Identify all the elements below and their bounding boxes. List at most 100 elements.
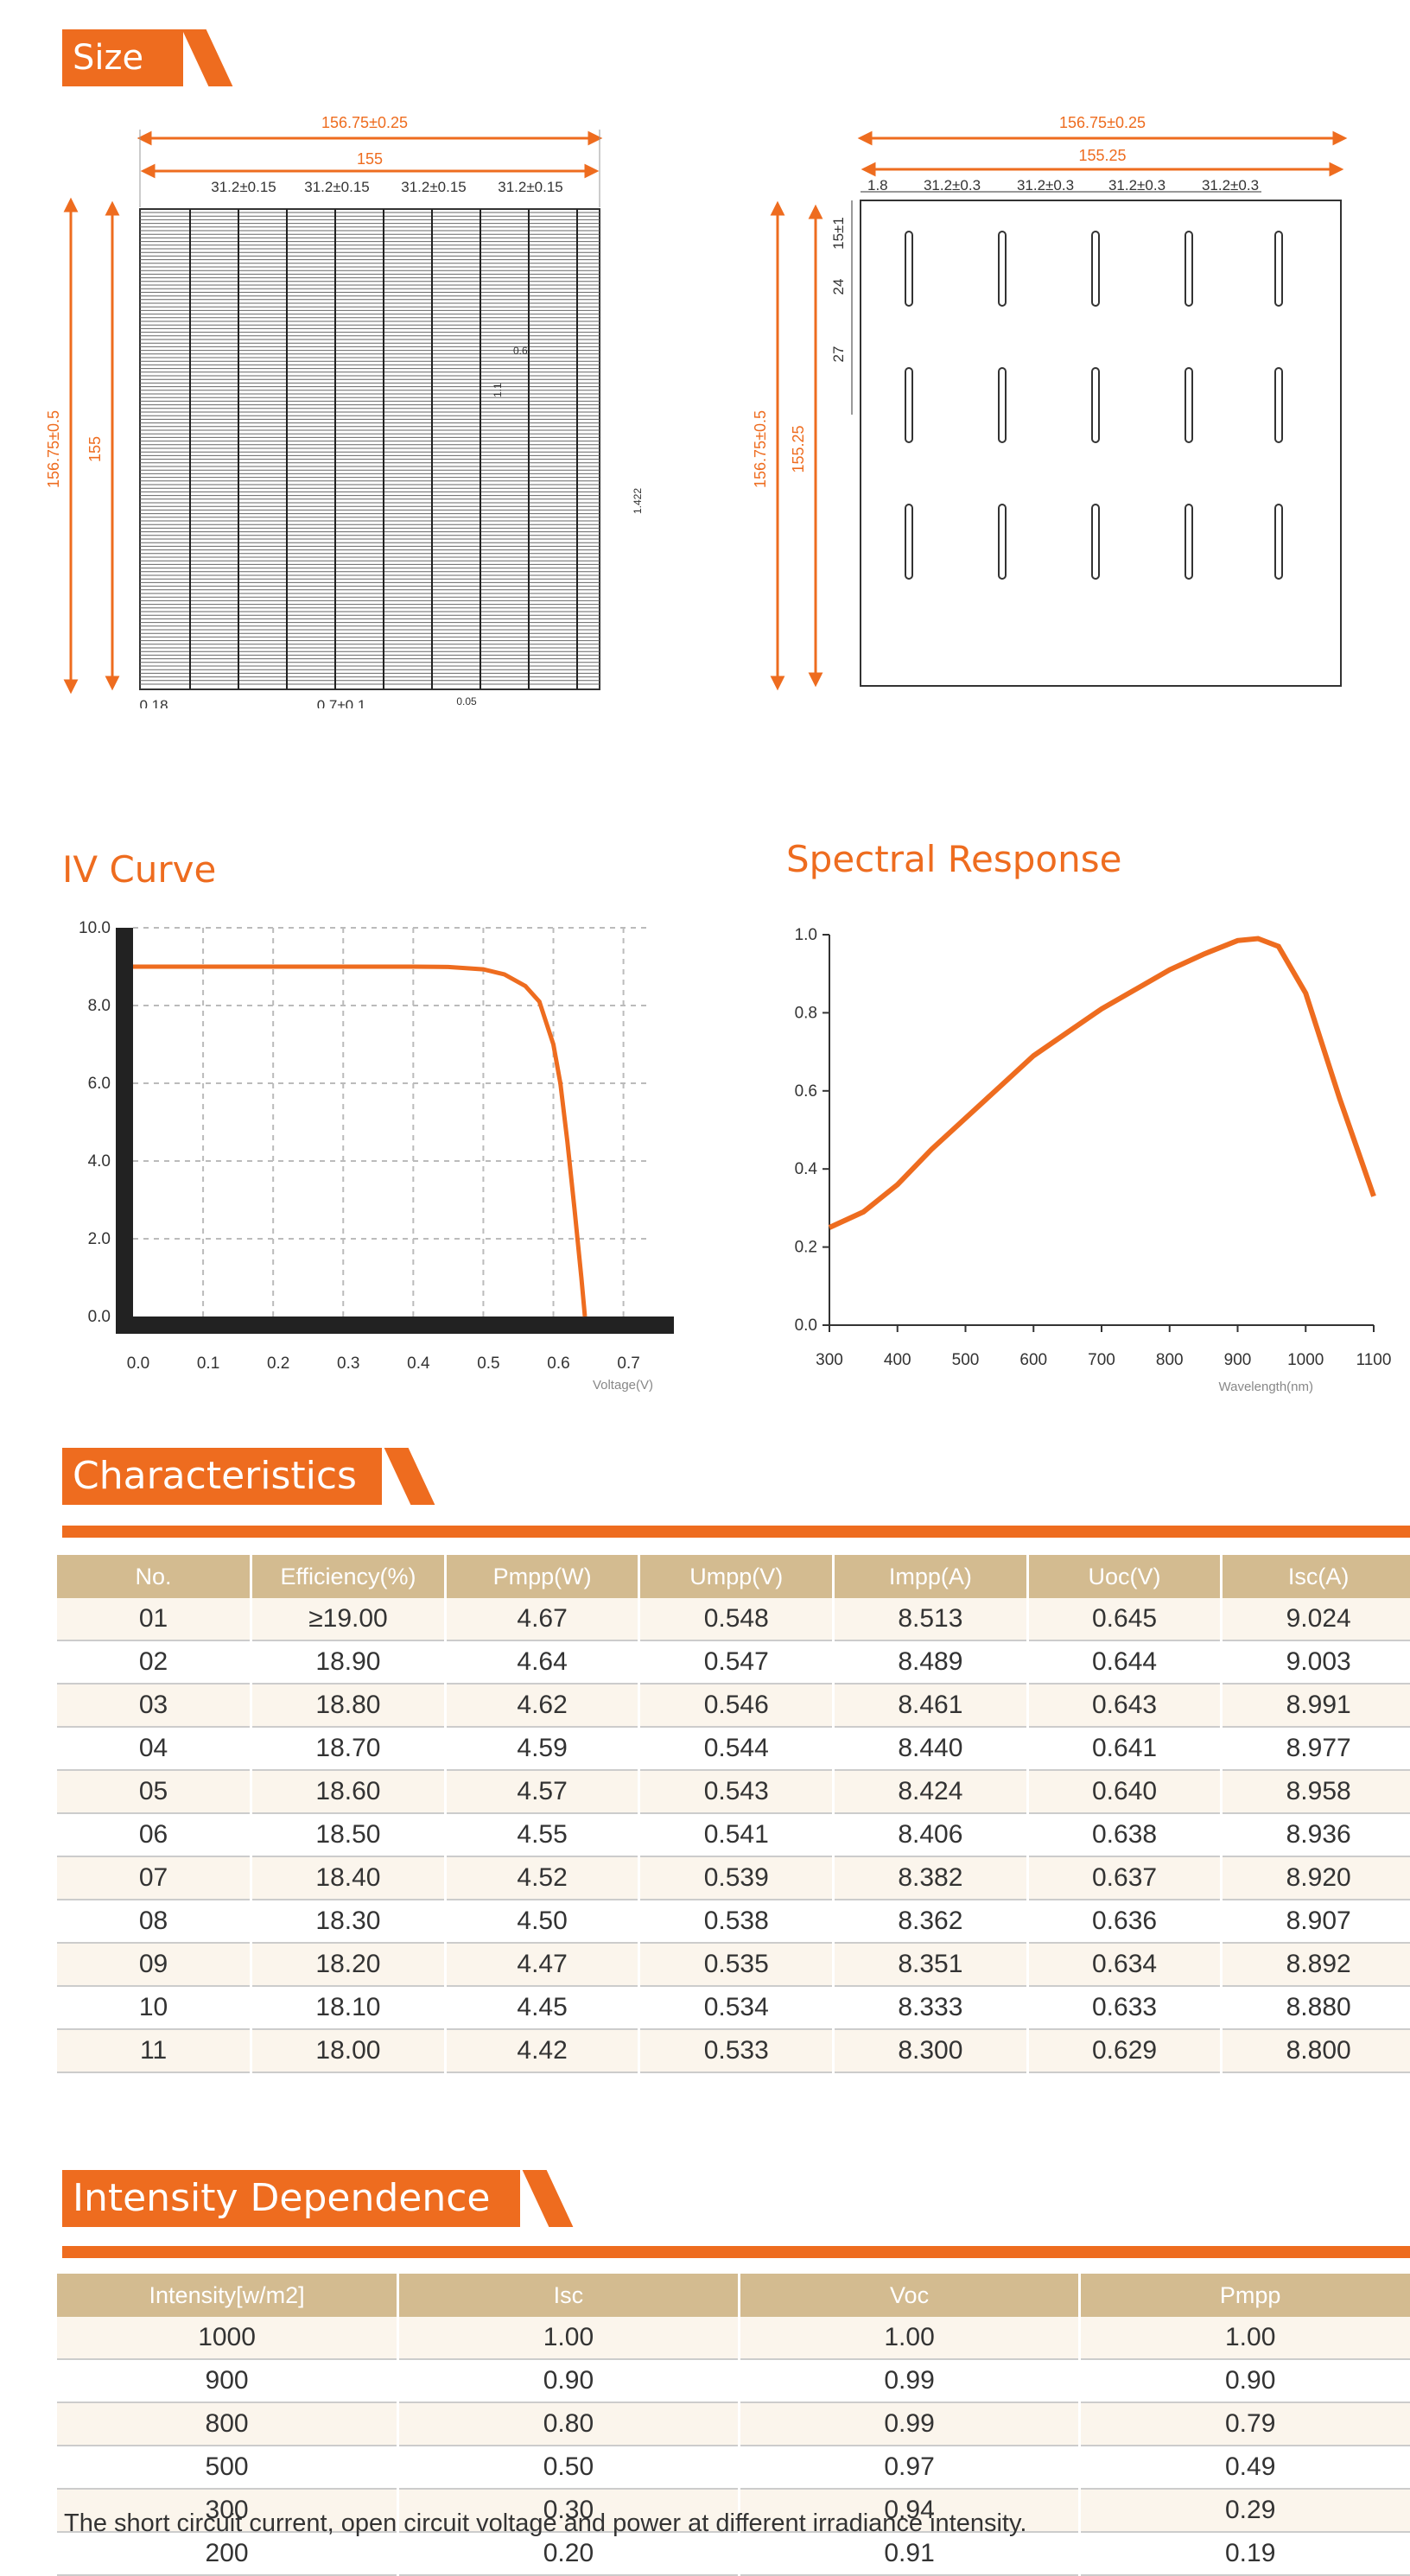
characteristics-table: No. Efficiency(%) Pmpp(W) Umpp(V) Impp(A… xyxy=(57,1555,1410,2073)
table-cell: 18.40 xyxy=(251,1856,447,1900)
table-cell: 0.99 xyxy=(739,2359,1082,2403)
table-cell: 0.90 xyxy=(397,2359,740,2403)
table-cell: 0.50 xyxy=(397,2446,740,2490)
back-width-total: 156.75±0.25 xyxy=(1059,114,1146,131)
table-cell: 08 xyxy=(57,1900,253,1944)
characteristics-heading: Characteristics xyxy=(62,1448,382,1505)
back-slot xyxy=(905,504,913,580)
sr-x-tick: 900 xyxy=(1224,1351,1252,1369)
size-heading-slash xyxy=(181,29,233,86)
table-cell: 8.333 xyxy=(833,1986,1029,2030)
table-cell: 4.47 xyxy=(445,1943,641,1987)
table-cell: 0.641 xyxy=(1027,1727,1223,1771)
characteristics-heading-slash xyxy=(384,1448,435,1505)
table-cell: 8.424 xyxy=(833,1770,1029,1814)
back-slot xyxy=(998,367,1007,443)
table-cell: 1.00 xyxy=(397,2317,740,2360)
iv-x-tick: 0.4 xyxy=(407,1355,430,1373)
table-cell: 900 xyxy=(57,2359,400,2403)
front-dim-c: 0.05 xyxy=(456,695,477,707)
table-cell: 4.57 xyxy=(445,1770,641,1814)
table-cell: 0.543 xyxy=(638,1770,835,1814)
iv-y-tick: 4.0 xyxy=(88,1152,111,1171)
back-slot xyxy=(1091,367,1100,443)
sr-xlabel: Wavelength(nm) xyxy=(1219,1380,1313,1394)
back-v3: 27 xyxy=(830,346,847,363)
front-height-total: 156.75±0.5 xyxy=(45,410,62,488)
back-width-inner: 155.25 xyxy=(1078,147,1126,164)
table-cell: 0.636 xyxy=(1027,1900,1223,1944)
table-cell: 8.977 xyxy=(1221,1727,1410,1771)
front-width-total: 156.75±0.25 xyxy=(321,114,408,131)
back-pitch-3: 31.2±0.3 xyxy=(1108,177,1165,194)
table-cell: 0.533 xyxy=(638,2029,835,2073)
table-cell: 0.534 xyxy=(638,1986,835,2030)
size-heading: Size xyxy=(62,29,183,86)
table-cell: 0.20 xyxy=(397,2532,740,2576)
iv-x-tick: 0.7 xyxy=(617,1355,639,1373)
col-pmpp: Pmpp(W) xyxy=(445,1555,641,1598)
col-impp: Impp(A) xyxy=(833,1555,1029,1598)
col-isc-rel: Isc xyxy=(397,2274,740,2317)
table-cell: 18.10 xyxy=(251,1986,447,2030)
table-cell: 09 xyxy=(57,1943,253,1987)
table-cell: 8.300 xyxy=(833,2029,1029,2073)
front-pitch-4: 31.2±0.15 xyxy=(498,179,563,195)
table-row: 05 18.60 4.57 0.543 8.424 0.640 8.958 xyxy=(57,1770,1410,1814)
col-no: No. xyxy=(57,1555,253,1598)
table-cell: 0.79 xyxy=(1079,2402,1410,2446)
front-dim-f: 1.1 xyxy=(492,383,504,397)
table-cell: 0.547 xyxy=(638,1640,835,1685)
characteristics-heading-text: Characteristics xyxy=(73,1454,357,1498)
iv-y-tick: 6.0 xyxy=(88,1075,111,1093)
table-cell: 0.633 xyxy=(1027,1986,1223,2030)
back-slot xyxy=(1185,231,1193,307)
front-pitch-2: 31.2±0.15 xyxy=(304,179,370,195)
table-row: 01 ≥19.00 4.67 0.548 8.513 0.645 9.024 xyxy=(57,1598,1410,1641)
front-drawing: 156.75±0.25 155 31.2±0.15 31.2±0.15 31.2… xyxy=(45,114,644,708)
intensity-heading-slash xyxy=(522,2170,574,2227)
table-cell: 0.644 xyxy=(1027,1640,1223,1685)
spectral-series-line xyxy=(828,936,1376,1230)
table-cell: 0.541 xyxy=(638,1813,835,1857)
table-row: 900 0.90 0.99 0.90 xyxy=(57,2359,1410,2403)
table-cell: 4.59 xyxy=(445,1727,641,1771)
sr-y-tick: 0.6 xyxy=(795,1082,817,1101)
iv-curve-chart: 0.0 0.1 0.2 0.3 0.4 0.5 0.6 0.7 0.0 2.0 4.0 6.0 8.0 1… xyxy=(79,919,674,1393)
table-cell: 0.637 xyxy=(1027,1856,1223,1900)
size-heading-text: Size xyxy=(73,38,144,78)
table-cell: 0.634 xyxy=(1027,1943,1223,1987)
back-slot xyxy=(998,231,1007,307)
iv-x-tick: 0.2 xyxy=(267,1355,289,1373)
back-pitch-2: 31.2±0.3 xyxy=(1017,177,1074,194)
iv-y-tick: 10.0 xyxy=(79,919,111,937)
iv-y-tick: 0.0 xyxy=(88,1308,111,1326)
table-row: 07 18.40 4.52 0.539 8.382 0.637 8.920 xyxy=(57,1856,1410,1900)
table-cell: 0.643 xyxy=(1027,1684,1223,1728)
sr-x-tick: 1000 xyxy=(1287,1351,1324,1369)
table-row: 1000 1.00 1.00 1.00 xyxy=(57,2317,1410,2360)
table-cell: 9.003 xyxy=(1221,1640,1410,1685)
iv-x-tick: 0.6 xyxy=(547,1355,569,1373)
table-cell: 18.20 xyxy=(251,1943,447,1987)
table-cell: ≥19.00 xyxy=(251,1598,447,1641)
col-umpp: Umpp(V) xyxy=(638,1555,835,1598)
table-cell: 0.90 xyxy=(1079,2359,1410,2403)
spectral-title: Spectral Response xyxy=(786,838,1122,880)
table-cell: 8.406 xyxy=(833,1813,1029,1857)
front-pitch-1: 31.2±0.15 xyxy=(211,179,276,195)
table-cell: 0.535 xyxy=(638,1943,835,1987)
table-row: 10 18.10 4.45 0.534 8.333 0.633 8.880 xyxy=(57,1986,1410,2030)
table-cell: 0.29 xyxy=(1079,2489,1410,2533)
sr-y-tick: 0.0 xyxy=(795,1317,817,1335)
table-cell: 0.629 xyxy=(1027,2029,1223,2073)
col-efficiency: Efficiency(%) xyxy=(251,1555,447,1598)
table-cell: 18.90 xyxy=(251,1640,447,1685)
table-row: 09 18.20 4.47 0.535 8.351 0.634 8.892 xyxy=(57,1943,1410,1987)
back-height-inner: 155.25 xyxy=(790,425,807,473)
col-voc-rel: Voc xyxy=(739,2274,1082,2317)
back-slot xyxy=(1091,504,1100,580)
sr-x-tick: 400 xyxy=(884,1351,911,1369)
intensity-table: Intensity[w/m2] Isc Voc Pmpp 1000 1.00 1.0… xyxy=(57,2274,1410,2576)
table-cell: 4.62 xyxy=(445,1684,641,1728)
